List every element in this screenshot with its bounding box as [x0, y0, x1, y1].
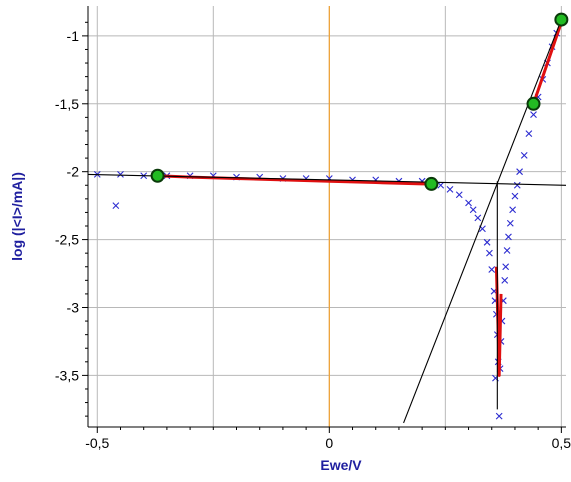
measured-point-stroke	[520, 151, 528, 159]
y-tick-label: -1,5	[55, 96, 79, 112]
measured-point	[437, 181, 445, 189]
y-tick-label: -2	[67, 164, 80, 180]
measured-point-stroke	[479, 225, 486, 233]
tafel-line	[403, 19, 562, 424]
measured-point	[117, 171, 124, 178]
measured-point	[506, 219, 514, 227]
measured-point	[505, 233, 512, 241]
measured-point-stroke	[446, 185, 454, 193]
measured-point	[513, 181, 521, 189]
measured-point	[530, 111, 537, 119]
measured-point	[474, 214, 482, 222]
measured-point-stroke	[486, 249, 493, 257]
measured-point-stroke	[469, 206, 477, 214]
measured-point-stroke	[483, 238, 491, 246]
measured-point	[486, 249, 493, 257]
measured-point-stroke	[465, 199, 472, 207]
y-tick-label: -2,5	[55, 232, 79, 248]
measured-point-stroke	[530, 111, 537, 119]
measured-point	[469, 206, 477, 214]
measured-point-stroke	[495, 412, 503, 420]
measured-point-stroke	[516, 168, 523, 176]
measured-point-stroke	[525, 130, 533, 138]
tafel-line	[87, 173, 567, 186]
x-axis-title: Ewe/V	[320, 457, 362, 473]
measured-point-stroke	[488, 266, 496, 273]
measured-point-stroke	[511, 192, 519, 200]
measured-point-stroke	[513, 181, 521, 189]
measured-point-stroke	[505, 233, 512, 241]
measured-point-stroke	[503, 247, 511, 254]
x-tick-label: 0,5	[552, 435, 571, 451]
measured-point-stroke	[437, 181, 445, 189]
measured-point	[525, 130, 533, 138]
fit-curve	[532, 21, 563, 105]
grid-layer	[88, 6, 566, 427]
measured-point	[446, 185, 454, 193]
measured-point-stroke	[506, 219, 514, 227]
y-tick-label: -1	[67, 28, 80, 44]
measured-point	[509, 206, 517, 214]
fit-range-point	[554, 12, 569, 27]
measured-point-stroke	[501, 276, 509, 284]
fit-range-point	[150, 168, 165, 183]
y-tick-label: -3,5	[55, 367, 79, 383]
measured-point	[516, 168, 523, 176]
fit-range-point	[424, 176, 439, 191]
fit-range-point	[526, 96, 541, 111]
measured-point	[511, 192, 519, 200]
x-tick-label: 0	[325, 435, 333, 451]
measured-point	[503, 247, 511, 254]
measured-point-stroke	[112, 202, 120, 210]
axis-layer: -1 -1,5 -2 -2,5 -3 -3,5 -0,5 0 0,5	[55, 6, 571, 451]
measured-point	[520, 151, 528, 159]
measured-point	[455, 191, 463, 199]
measured-point-stroke	[474, 214, 482, 222]
plot-area	[88, 6, 566, 427]
measured-point	[112, 202, 120, 210]
y-tick-label: -3	[67, 299, 80, 315]
data-layer	[87, 12, 569, 424]
measured-point	[495, 412, 503, 420]
measured-point-stroke	[502, 263, 510, 271]
measured-point	[488, 266, 496, 273]
label-layer: Ewe/V log (|<I>/mA|)	[9, 172, 362, 473]
measured-point-stroke	[455, 191, 463, 199]
measured-point	[465, 199, 472, 207]
measured-point	[501, 276, 509, 284]
x-tick-label: -0,5	[85, 435, 109, 451]
y-axis-title: log (|<I>/mA|)	[9, 172, 25, 261]
measured-point-stroke	[117, 171, 124, 178]
measured-point	[483, 238, 491, 246]
measured-point-stroke	[509, 206, 517, 214]
measured-point	[502, 263, 510, 271]
